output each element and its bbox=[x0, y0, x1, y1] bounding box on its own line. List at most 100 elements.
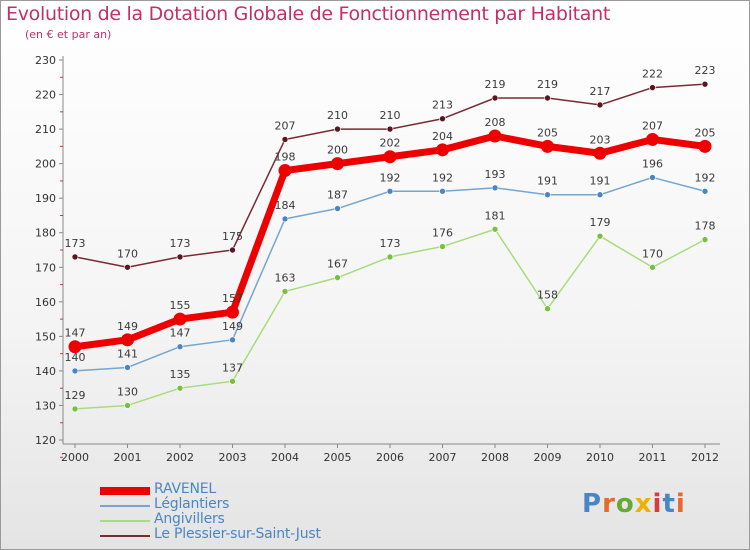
x-tick-label: 2011 bbox=[639, 451, 667, 464]
data-point-angivillers bbox=[701, 236, 709, 243]
x-tick-label: 2003 bbox=[219, 451, 247, 464]
legend-label-le-plessier-sur-saint-just: Le Plessier-sur-Saint-Just bbox=[154, 526, 321, 542]
data-label-ravenel: 204 bbox=[432, 130, 453, 143]
data-point-le-plessier-sur-saint-just bbox=[229, 246, 236, 254]
data-label-angivillers: 170 bbox=[642, 247, 663, 260]
data-point-l-glantiers bbox=[334, 205, 341, 212]
x-tick-label: 2012 bbox=[691, 451, 719, 464]
data-point-l-glantiers bbox=[491, 184, 499, 192]
y-tick-label: 120 bbox=[35, 434, 56, 447]
legend-swatch-l-glantiers bbox=[100, 505, 150, 507]
data-label-le-plessier-sur-saint-just: 219 bbox=[485, 78, 506, 91]
data-label-l-glantiers: 192 bbox=[380, 171, 401, 184]
data-label-ravenel: 200 bbox=[327, 144, 348, 157]
x-tick-label: 2004 bbox=[271, 451, 299, 464]
data-point-le-plessier-sur-saint-just bbox=[176, 253, 184, 261]
data-point-ravenel bbox=[226, 305, 239, 319]
data-label-l-glantiers: 184 bbox=[275, 199, 296, 212]
y-tick-label: 180 bbox=[35, 227, 56, 240]
data-label-angivillers: 178 bbox=[695, 220, 716, 233]
data-point-angivillers bbox=[334, 274, 341, 281]
data-point-angivillers bbox=[281, 288, 289, 295]
data-label-le-plessier-sur-saint-just: 222 bbox=[642, 68, 663, 81]
y-tick-label: 130 bbox=[35, 399, 56, 412]
data-point-angivillers bbox=[176, 384, 184, 392]
data-point-angivillers bbox=[71, 405, 79, 413]
logo-letter: o bbox=[615, 489, 635, 519]
data-label-le-plessier-sur-saint-just: 173 bbox=[170, 237, 191, 250]
data-label-le-plessier-sur-saint-just: 175 bbox=[222, 230, 243, 243]
data-label-l-glantiers: 191 bbox=[590, 175, 611, 188]
x-tick-label: 2008 bbox=[481, 451, 509, 464]
x-tick-label: 2001 bbox=[114, 451, 142, 464]
data-point-l-glantiers bbox=[701, 187, 709, 195]
data-point-le-plessier-sur-saint-just bbox=[334, 125, 341, 133]
data-point-angivillers bbox=[649, 263, 656, 271]
data-label-ravenel: 203 bbox=[590, 133, 611, 146]
legend-swatch-le-plessier-sur-saint-just bbox=[100, 535, 150, 537]
x-tick-label: 2009 bbox=[534, 451, 562, 464]
proxiti-logo: Proxiti bbox=[582, 489, 686, 519]
data-point-l-glantiers bbox=[281, 215, 289, 223]
data-point-ravenel bbox=[646, 132, 659, 146]
data-label-angivillers: 129 bbox=[65, 389, 86, 402]
data-label-angivillers: 179 bbox=[590, 216, 611, 229]
data-point-ravenel bbox=[436, 143, 449, 157]
legend-label-angivillers: Angivillers bbox=[154, 511, 225, 527]
data-point-angivillers bbox=[544, 305, 551, 313]
x-tick-label: 2006 bbox=[376, 451, 404, 464]
data-point-l-glantiers bbox=[439, 187, 446, 195]
legend-label-l-glantiers: Léglantiers bbox=[154, 496, 230, 512]
data-point-ravenel bbox=[278, 164, 292, 178]
data-point-angivillers bbox=[439, 243, 446, 250]
data-label-ravenel: 208 bbox=[485, 116, 506, 129]
data-point-le-plessier-sur-saint-just bbox=[491, 94, 499, 102]
data-point-ravenel bbox=[488, 129, 502, 143]
chart-title: Evolution de la Dotation Globale de Fonc… bbox=[6, 3, 611, 25]
y-tick-label: 140 bbox=[35, 365, 56, 378]
logo-letter: i bbox=[652, 489, 663, 519]
data-label-l-glantiers: 187 bbox=[327, 189, 348, 202]
data-label-angivillers: 173 bbox=[380, 237, 401, 250]
data-point-le-plessier-sur-saint-just bbox=[71, 253, 79, 261]
data-label-ravenel: 202 bbox=[380, 137, 401, 150]
data-label-le-plessier-sur-saint-just: 219 bbox=[537, 78, 558, 91]
data-label-ravenel: 198 bbox=[275, 151, 296, 164]
y-tick-label: 170 bbox=[35, 261, 56, 274]
y-tick-label: 160 bbox=[35, 296, 56, 309]
data-label-angivillers: 137 bbox=[222, 361, 243, 374]
data-point-le-plessier-sur-saint-just bbox=[701, 80, 709, 88]
data-point-le-plessier-sur-saint-just bbox=[439, 115, 446, 123]
data-point-le-plessier-sur-saint-just bbox=[281, 136, 289, 143]
data-label-angivillers: 130 bbox=[117, 385, 138, 398]
x-tick-label: 2010 bbox=[586, 451, 614, 464]
y-tick-label: 220 bbox=[35, 89, 56, 102]
data-point-le-plessier-sur-saint-just bbox=[386, 125, 394, 133]
y-tick-label: 150 bbox=[35, 330, 56, 343]
data-label-ravenel: 157 bbox=[222, 292, 243, 305]
data-label-le-plessier-sur-saint-just: 210 bbox=[327, 109, 348, 122]
data-label-le-plessier-sur-saint-just: 213 bbox=[432, 99, 453, 112]
data-point-ravenel bbox=[698, 139, 712, 153]
x-tick-label: 2005 bbox=[324, 451, 352, 464]
data-label-le-plessier-sur-saint-just: 217 bbox=[590, 85, 611, 98]
logo-letter: i bbox=[675, 489, 686, 519]
y-tick-label: 200 bbox=[35, 158, 56, 171]
data-point-ravenel bbox=[383, 150, 397, 164]
logo-letter: P bbox=[582, 489, 603, 519]
data-point-angivillers bbox=[596, 232, 604, 240]
data-point-angivillers bbox=[124, 402, 131, 409]
data-label-angivillers: 176 bbox=[432, 227, 453, 240]
data-label-l-glantiers: 147 bbox=[170, 327, 191, 340]
data-label-ravenel: 205 bbox=[695, 126, 716, 139]
data-point-ravenel bbox=[593, 146, 607, 160]
data-point-angivillers bbox=[229, 377, 236, 385]
data-label-angivillers: 158 bbox=[537, 289, 558, 302]
data-point-l-glantiers bbox=[176, 343, 184, 351]
chart-subtitle: (en € et par an) bbox=[25, 28, 112, 41]
data-point-ravenel bbox=[121, 333, 134, 347]
legend-label-ravenel: RAVENEL bbox=[154, 481, 216, 497]
data-point-l-glantiers bbox=[596, 191, 604, 199]
data-point-ravenel bbox=[68, 340, 82, 354]
